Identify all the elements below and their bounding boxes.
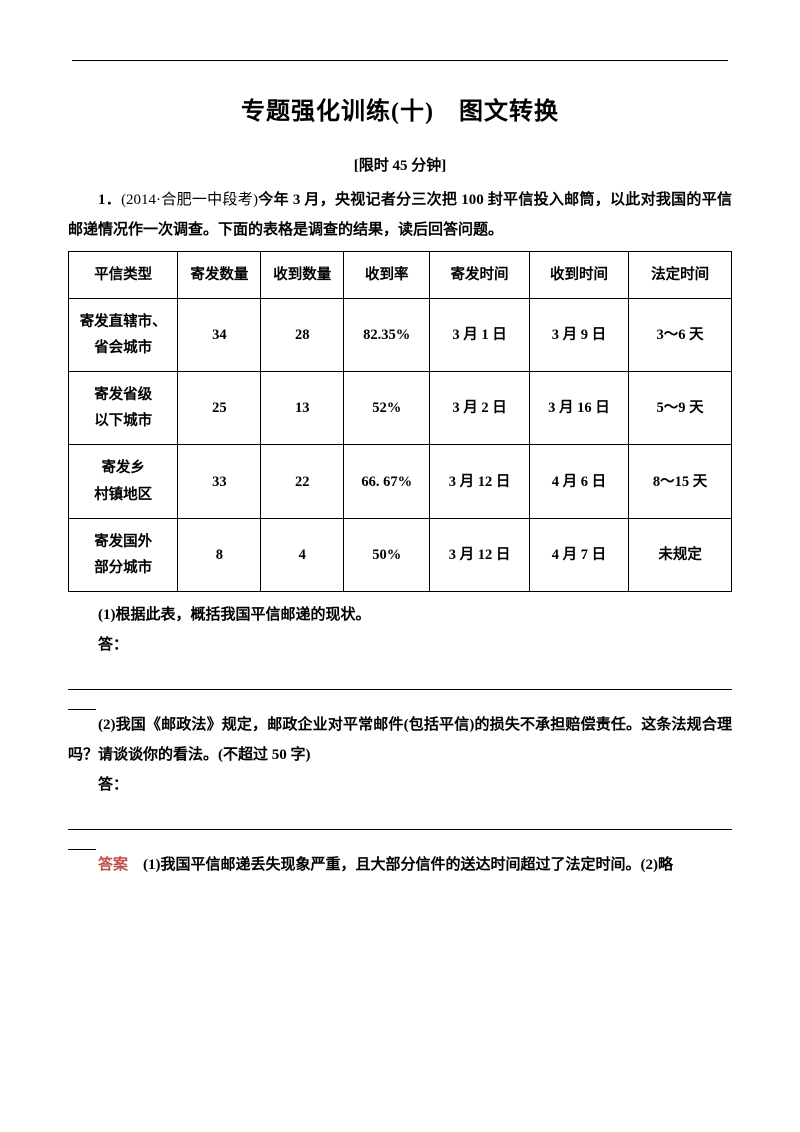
cell-sent-t: 3 月 1 日 [430, 299, 529, 372]
answer-prompt-2: 答： [68, 770, 732, 800]
answer-text: (1)我国平信邮递丢失现象严重，且大部分信件的送达时间超过了法定时间。(2)略 [128, 857, 673, 873]
survey-table: 平信类型 寄发数量 收到数量 收到率 寄发时间 收到时间 法定时间 寄发直辖市、… [68, 251, 732, 592]
cell-rate: 52% [344, 372, 430, 445]
cell-sent-t: 3 月 12 日 [430, 518, 529, 591]
answer-blank-line [68, 664, 732, 690]
table-row: 寄发省级以下城市 25 13 52% 3 月 2 日 3 月 16 日 5～9 … [69, 372, 732, 445]
cell-recv: 28 [261, 299, 344, 372]
cell-sent: 8 [178, 518, 261, 591]
table-row: 寄发直辖市、省会城市 34 28 82.35% 3 月 1 日 3 月 9 日 … [69, 299, 732, 372]
col-sent-t: 寄发时间 [430, 252, 529, 299]
col-rate: 收到率 [344, 252, 430, 299]
time-limit: [限时 45 分钟] [68, 154, 732, 175]
cell-legal: 未规定 [629, 518, 732, 591]
cell-rate: 82.35% [344, 299, 430, 372]
cell-recv-t: 3 月 9 日 [529, 299, 628, 372]
top-horizontal-rule [72, 60, 728, 61]
cell-legal: 5～9 天 [629, 372, 732, 445]
sub-question-2: (2)我国《邮政法》规定，邮政企业对平常邮件(包括平信)的损失不承担赔偿责任。这… [68, 710, 732, 770]
col-recv-t: 收到时间 [529, 252, 628, 299]
answer-blank-short [68, 692, 732, 710]
col-legal: 法定时间 [629, 252, 732, 299]
cell-type: 寄发乡村镇地区 [69, 445, 178, 518]
table-row: 寄发国外部分城市 8 4 50% 3 月 12 日 4 月 7 日 未规定 [69, 518, 732, 591]
table-row: 寄发乡村镇地区 33 22 66. 67% 3 月 12 日 4 月 6 日 8… [69, 445, 732, 518]
cell-legal: 8～15 天 [629, 445, 732, 518]
cell-sent: 33 [178, 445, 261, 518]
answer-prompt-1: 答： [68, 630, 732, 660]
answer-block: 答案 (1)我国平信邮递丢失现象严重，且大部分信件的送达时间超过了法定时间。(2… [68, 850, 732, 880]
cell-type: 寄发省级以下城市 [69, 372, 178, 445]
cell-sent: 34 [178, 299, 261, 372]
cell-recv-t: 3 月 16 日 [529, 372, 628, 445]
cell-rate: 50% [344, 518, 430, 591]
col-recv: 收到数量 [261, 252, 344, 299]
cell-recv: 4 [261, 518, 344, 591]
question-1-stem: 1．(2014·合肥一中段考)今年 3 月，央视记者分三次把 100 封平信投入… [68, 185, 732, 245]
cell-recv-t: 4 月 7 日 [529, 518, 628, 591]
cell-sent-t: 3 月 12 日 [430, 445, 529, 518]
col-sent: 寄发数量 [178, 252, 261, 299]
cell-recv: 22 [261, 445, 344, 518]
cell-recv-t: 4 月 6 日 [529, 445, 628, 518]
sub-question-1: (1)根据此表，概括我国平信邮递的现状。 [68, 600, 732, 630]
table-header-row: 平信类型 寄发数量 收到数量 收到率 寄发时间 收到时间 法定时间 [69, 252, 732, 299]
answer-blank-line [68, 804, 732, 830]
cell-type: 寄发国外部分城市 [69, 518, 178, 591]
cell-recv: 13 [261, 372, 344, 445]
question-number: 1． [98, 192, 121, 208]
cell-sent-t: 3 月 2 日 [430, 372, 529, 445]
col-type: 平信类型 [69, 252, 178, 299]
cell-legal: 3～6 天 [629, 299, 732, 372]
cell-rate: 66. 67% [344, 445, 430, 518]
cell-type: 寄发直辖市、省会城市 [69, 299, 178, 372]
question-source: (2014·合肥一中段考) [121, 192, 258, 208]
answer-label: 答案 [98, 856, 128, 873]
page-title: 专题强化训练(十) 图文转换 [68, 91, 732, 126]
answer-blank-short [68, 832, 732, 850]
cell-sent: 25 [178, 372, 261, 445]
